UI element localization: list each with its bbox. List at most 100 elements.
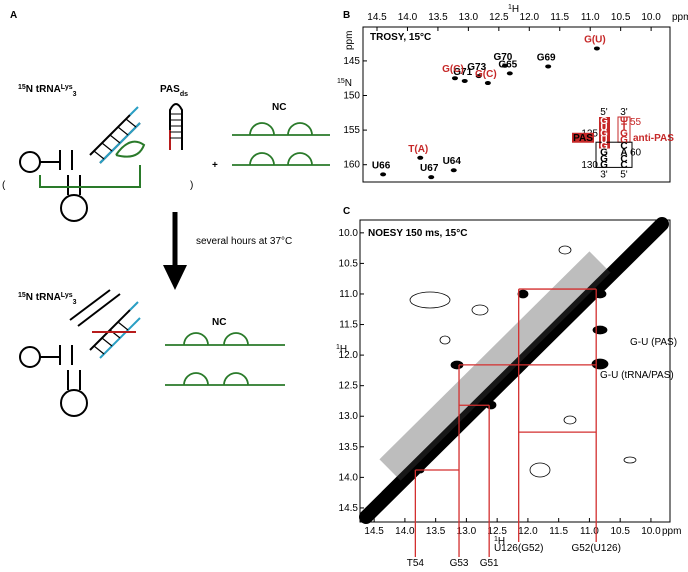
text-part: 15 — [18, 292, 26, 299]
text-part: N tRNA — [26, 292, 61, 303]
peak — [506, 71, 513, 76]
pas-label: PAS — [573, 133, 593, 144]
base-letter: A — [620, 148, 627, 159]
nc-proteins — [165, 332, 285, 386]
nc-label: NC — [272, 102, 286, 113]
panel-label: A — [10, 10, 17, 21]
assignment-label: U126(G52) — [494, 543, 543, 554]
y-tick-label: 12.5 — [339, 381, 359, 392]
text-part: Lys — [61, 292, 73, 299]
paren: ( — [2, 180, 6, 191]
x-tick-label: 12.0 — [520, 12, 540, 23]
text-part: 1 — [508, 4, 512, 11]
annotation: G-U (PAS) — [630, 337, 677, 348]
base-letter: C — [620, 160, 627, 171]
nc-label: NC — [212, 317, 226, 328]
plot-title: TROSY, 15°C — [370, 32, 431, 43]
peak — [450, 168, 457, 173]
x-tick-label: 12.5 — [487, 526, 507, 537]
arrow-label: several hours at 37°C — [196, 236, 292, 247]
base-letter: U — [600, 135, 607, 146]
x-unit: ppm — [662, 526, 681, 537]
base-letter: G — [600, 129, 608, 140]
x-axis-label: 1H — [508, 4, 519, 16]
assignment-label: G51 — [480, 558, 499, 569]
y-tick-label: 160 — [343, 160, 360, 171]
strand-end: 3' — [600, 169, 608, 180]
x-tick-label: 10.0 — [641, 12, 661, 23]
peak-label: G(C) — [442, 64, 464, 75]
x-tick-label: 14.0 — [398, 12, 418, 23]
x-tick-label: 11.0 — [581, 12, 600, 23]
peak-label: G65 — [498, 59, 517, 70]
panel-label: B — [343, 10, 350, 21]
x-tick-label: 10.5 — [611, 12, 631, 23]
peak-label: G(C) — [475, 69, 497, 80]
peak — [451, 76, 458, 81]
y-unit: ppm — [344, 31, 355, 50]
peak-label: U64 — [443, 156, 462, 167]
base-letter: G — [600, 141, 608, 152]
base-letter: G — [600, 148, 608, 159]
base-letter: G — [600, 116, 608, 127]
y-axis-label: 15N — [337, 78, 352, 90]
text-part: 1 — [494, 536, 498, 543]
y-tick-label: 12.0 — [339, 350, 359, 361]
y-tick-label: 11.5 — [339, 320, 358, 331]
x-tick-label: 10.5 — [610, 526, 630, 537]
base-letter: C — [620, 141, 627, 152]
residue-number: 60 — [630, 148, 642, 159]
text-part: 3 — [73, 91, 77, 98]
base-letter: G — [620, 129, 628, 140]
y-tick-label: 13.0 — [339, 411, 359, 422]
text-part: 3 — [73, 299, 77, 306]
peak — [501, 63, 508, 68]
box — [599, 117, 610, 149]
plot-frame — [359, 219, 671, 523]
base-letter: G — [620, 135, 628, 146]
plot-frame — [362, 26, 671, 183]
annotation: G-U (tRNA/PAS) — [600, 370, 674, 381]
x-tick-label: 13.0 — [459, 12, 479, 23]
x-tick-label: 11.0 — [580, 526, 599, 537]
text-part: Lys — [61, 84, 73, 91]
x-tick-label: 11.5 — [549, 526, 568, 537]
trna-label: 15N tRNALys3 — [18, 84, 77, 98]
strand-end: 5' — [620, 169, 628, 180]
base-letter: Ψ — [620, 116, 628, 127]
peak-label: G70 — [493, 52, 512, 63]
peak — [428, 175, 435, 180]
strand-end: 3' — [620, 107, 628, 118]
text-part: PAS — [160, 84, 180, 95]
peak — [417, 155, 424, 160]
residue-number: 130 — [581, 160, 598, 171]
y-tick-label: 14.5 — [339, 503, 359, 514]
y-tick-label: 10.5 — [339, 258, 359, 269]
text-part: H — [498, 536, 505, 547]
y-tick-label: 145 — [343, 56, 360, 67]
text-part: N — [345, 78, 352, 89]
peak — [484, 81, 491, 86]
paren: ) — [190, 180, 193, 191]
residue-number: 55 — [630, 117, 642, 128]
base-letter: C — [620, 154, 627, 165]
peak-label: U66 — [372, 160, 391, 171]
nc-proteins — [232, 122, 330, 166]
y-axis-label: 1H — [336, 344, 347, 356]
plot-title: NOESY 150 ms, 15°C — [368, 228, 467, 239]
y-tick-label: 155 — [343, 125, 360, 136]
text-part: H — [340, 344, 347, 355]
pas-hairpin — [169, 103, 183, 150]
text-part: H — [512, 4, 519, 15]
arrow — [163, 212, 187, 290]
x-tick-label: 13.5 — [426, 526, 446, 537]
base-letter: T — [621, 122, 627, 133]
peak — [475, 74, 482, 79]
peak — [593, 46, 600, 51]
x-tick-label: 14.0 — [395, 526, 415, 537]
y-tick-label: 14.0 — [339, 472, 359, 483]
trna-diagram — [19, 289, 141, 417]
x-axis-label: 1H — [494, 536, 505, 548]
